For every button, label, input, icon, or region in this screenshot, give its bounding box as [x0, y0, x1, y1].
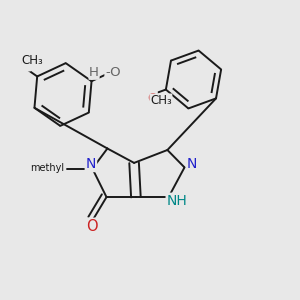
Text: N: N: [86, 157, 96, 171]
Text: O: O: [147, 92, 157, 105]
Text: O: O: [20, 58, 30, 70]
Text: CH₃: CH₃: [22, 54, 44, 67]
Text: methyl: methyl: [30, 163, 64, 173]
Text: O: O: [86, 219, 97, 234]
Text: NH: NH: [167, 194, 188, 208]
Text: H: H: [89, 66, 99, 79]
Text: N: N: [187, 158, 197, 171]
Text: -O: -O: [105, 66, 121, 79]
Text: CH₃: CH₃: [150, 94, 172, 107]
